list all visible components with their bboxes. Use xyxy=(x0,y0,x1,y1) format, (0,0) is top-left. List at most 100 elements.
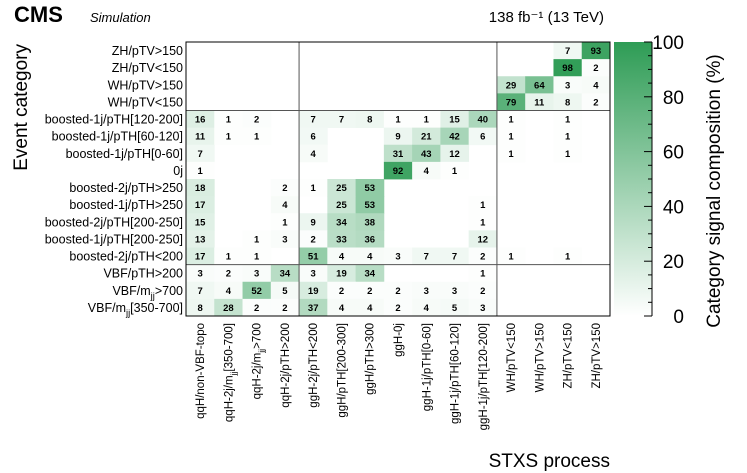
y-tick-label: boosted-2j/pTH>250 xyxy=(69,181,183,195)
cell-value-label: 1 xyxy=(508,115,514,126)
cell-value-label: 18 xyxy=(195,183,206,194)
cell-value-label: 3 xyxy=(395,252,400,263)
heatmap-cell xyxy=(412,161,441,180)
cell-value-label: 1 xyxy=(395,115,401,126)
x-tick-label: WH/pTV>150 xyxy=(534,323,546,392)
heatmap-cell xyxy=(440,281,470,300)
simulation-label: Simulation xyxy=(90,10,151,25)
cell-value-label: 21 xyxy=(421,132,432,143)
cell-value-label: 1 xyxy=(226,132,232,143)
cell-value-label: 1 xyxy=(311,183,317,194)
cell-value-label: 19 xyxy=(336,269,347,280)
cell-value-label: 19 xyxy=(308,286,319,297)
heatmap-cell xyxy=(214,298,243,317)
heatmap-cell xyxy=(412,247,441,266)
cell-value-label: 4 xyxy=(424,166,430,177)
cell-value-label: 43 xyxy=(421,149,432,160)
y-tick-label: boosted-1j/pTH[200-250] xyxy=(45,232,183,246)
colorbar-tick-label: 20 xyxy=(663,252,684,273)
cell-value-label: 38 xyxy=(364,217,375,228)
heatmap-cell xyxy=(496,127,526,146)
heatmap-cell xyxy=(299,213,328,231)
heatmap-cell xyxy=(270,298,300,317)
heatmap-cell xyxy=(242,110,272,129)
cell-value-label: 16 xyxy=(195,115,206,126)
heatmap-cell xyxy=(214,127,243,146)
heatmap-cell xyxy=(186,144,215,163)
cms-logo-text: CMS xyxy=(14,2,63,27)
cell-value-label: 7 xyxy=(452,252,457,263)
cell-value-label: 7 xyxy=(424,252,429,263)
y-tick-label: VBF/pTH>200 xyxy=(103,267,183,281)
heatmap-cell xyxy=(525,76,554,94)
heatmap-cell xyxy=(355,264,385,283)
cell-value-label: 1 xyxy=(226,115,232,126)
heatmap-cell xyxy=(440,161,470,180)
heatmap-cell xyxy=(242,247,272,266)
cell-value-label: 2 xyxy=(367,286,372,297)
heatmap-cell xyxy=(299,264,328,283)
heatmap-cell xyxy=(355,281,385,300)
x-tick-label: WH/pTV<150 xyxy=(506,323,518,392)
cell-value-label: 3 xyxy=(311,269,316,280)
cell-value-label: 31 xyxy=(393,149,404,160)
heatmap-cell xyxy=(468,213,498,231)
y-tick-labels: ZH/pTV>150 ZH/pTV<150 WH/pTV>150 WH/pTV<150… xyxy=(45,44,183,318)
y-axis-title: Event category xyxy=(11,44,32,171)
cell-value-label: 1 xyxy=(480,269,486,280)
heatmap-cell xyxy=(270,179,300,197)
heatmap-cell xyxy=(553,42,583,60)
heatmap-cell xyxy=(468,281,498,300)
cell-value-label: 4 xyxy=(339,303,345,314)
cell-value-label: 6 xyxy=(480,132,485,143)
heatmap-cell xyxy=(242,127,272,146)
heatmap-cell xyxy=(299,110,328,129)
cell-value-label: 98 xyxy=(562,63,573,74)
heatmap-cell xyxy=(412,281,441,300)
heatmap-cell xyxy=(468,247,498,266)
cell-value-label: 25 xyxy=(336,183,347,194)
cell-value-label: 5 xyxy=(282,286,288,297)
cell-value-label: 15 xyxy=(195,217,206,228)
heatmap-cell xyxy=(186,264,215,283)
colorbar-tick-label: 80 xyxy=(663,88,684,109)
x-tick-label: ggH/pTH[200-300] xyxy=(336,323,348,418)
heatmap-cell xyxy=(468,110,498,129)
cell-value-label: 2 xyxy=(282,183,287,194)
y-tick-label: ZH/pTV>150 xyxy=(112,44,183,58)
heatmap-cell xyxy=(299,230,328,248)
heatmap-cell xyxy=(468,298,498,317)
y-tick-label: WH/pTV<150 xyxy=(108,95,183,109)
cell-value-label: 2 xyxy=(593,97,598,108)
heatmap-cell xyxy=(214,264,243,283)
cell-value-label: 42 xyxy=(449,132,460,143)
cell-value-label: 53 xyxy=(364,183,375,194)
cell-value-label: 25 xyxy=(336,200,347,211)
heatmap-cell xyxy=(242,264,272,283)
cell-value-label: 1 xyxy=(254,132,260,143)
luminosity-label: 138 fb⁻¹ (13 TeV) xyxy=(489,9,604,26)
y-tick-label: boosted-1j/pTH[60-120] xyxy=(52,130,183,144)
heatmap-cell xyxy=(581,42,611,60)
heatmap-cell xyxy=(355,196,385,214)
cell-value-label: 17 xyxy=(195,200,206,211)
heatmap-cell xyxy=(299,179,328,197)
cell-value-label: 7 xyxy=(197,286,202,297)
cell-value-label: 2 xyxy=(226,269,231,280)
heatmap-cell xyxy=(355,179,385,197)
cell-value-label: 53 xyxy=(364,200,375,211)
cell-value-label: 17 xyxy=(195,252,206,263)
heatmap-cell xyxy=(327,298,356,317)
heatmap-cell xyxy=(468,264,498,283)
colorbar-tick-label: 40 xyxy=(663,197,684,218)
cell-value-label: 12 xyxy=(449,149,460,160)
heatmap-cell xyxy=(496,110,526,129)
cell-value-label: 4 xyxy=(367,252,373,263)
heatmap-cell xyxy=(299,127,328,146)
x-tick-label: qqH-2j/pTH>200 xyxy=(280,323,292,408)
cell-value-label: 7 xyxy=(565,46,570,57)
cell-value-label: 51 xyxy=(308,252,319,263)
heatmap-cell xyxy=(383,298,413,317)
cell-value-label: 7 xyxy=(339,115,344,126)
